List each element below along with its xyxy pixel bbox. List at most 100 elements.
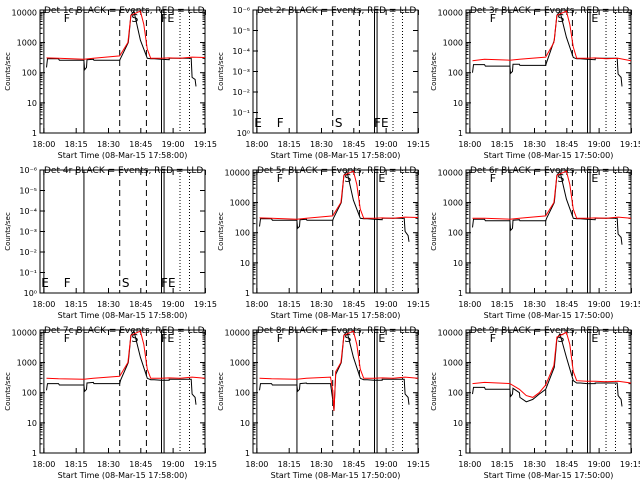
y-tick-label: 1000 — [443, 199, 463, 208]
y-tick-label: 100 — [448, 229, 463, 238]
panel-title: Det 9r BLACK = Events, RED = LLD — [470, 326, 629, 336]
y-tick-label: 10000 — [438, 328, 463, 337]
y-tick-label: 10000 — [225, 168, 250, 177]
x-tick-label: 19:00 — [588, 300, 611, 309]
x-tick-label: 18:30 — [97, 300, 120, 309]
segment-marker: F — [277, 172, 283, 185]
x-tick-label: 19:15 — [407, 300, 430, 309]
x-tick-label: 18:15 — [278, 140, 301, 149]
x-tick-label: 18:15 — [65, 300, 88, 309]
panel-title: Det 5r BLACK = Events, RED = LLD — [257, 166, 416, 176]
x-tick-label: 18:15 — [491, 140, 514, 149]
y-tick-label: 10000 — [12, 328, 37, 337]
segment-marker: S — [344, 172, 351, 185]
y-tick-label: 10⁻² — [19, 248, 37, 257]
y-tick-label: 1 — [245, 449, 250, 458]
panel-det-5: Det 5r BLACK = Events, RED = LLD Counts/s… — [217, 166, 430, 320]
x-tick-label: 18:45 — [555, 300, 578, 309]
y-tick-label: 1000 — [443, 359, 463, 368]
y-tick-label: 10⁻⁴ — [232, 47, 250, 56]
segment-marker: E — [378, 172, 385, 185]
panel-det-8: Det 8r BLACK = Events, RED = LLD Counts/s… — [217, 326, 430, 480]
y-tick-label: 1 — [245, 289, 250, 298]
y-axis-label: Counts/sec — [430, 212, 438, 251]
y-tick-label: 10⁻⁵ — [232, 27, 250, 36]
y-tick-label: 10 — [240, 419, 250, 428]
y-tick-label: 10⁻¹ — [19, 269, 37, 278]
events-series-line — [472, 332, 623, 407]
x-tick-label: 18:45 — [129, 460, 152, 469]
x-tick-label: 18:30 — [97, 460, 120, 469]
x-tick-label: 18:45 — [342, 140, 365, 149]
y-tick-label: 1000 — [17, 359, 37, 368]
segment-marker: FE — [161, 12, 174, 25]
y-tick-label: 10000 — [438, 168, 463, 177]
y-tick-label: 1000 — [230, 359, 250, 368]
x-tick-label: 18:15 — [278, 300, 301, 309]
y-tick-label: 10⁰ — [237, 129, 250, 138]
panel-title: Det 7c BLACK = Events, RED = LLD — [44, 326, 205, 336]
plot-frame — [252, 329, 419, 454]
y-tick-label: 10⁻⁵ — [19, 187, 37, 196]
y-tick-label: 100 — [235, 389, 250, 398]
lld-series-line — [46, 330, 206, 380]
x-tick-label: 19:15 — [620, 140, 640, 149]
x-tick-label: 19:15 — [407, 460, 430, 469]
x-tick-label: 19:15 — [194, 300, 217, 309]
x-tick-label: 19:00 — [588, 460, 611, 469]
y-tick-label: 10⁻⁴ — [19, 207, 37, 216]
y-tick-label: 100 — [448, 69, 463, 78]
x-axis-label: Start Time (08-Mar-15 17:58:00) — [58, 311, 188, 320]
lld-series-line — [259, 330, 419, 411]
x-tick-label: 18:00 — [245, 460, 268, 469]
y-tick-label: 10000 — [12, 8, 37, 17]
y-tick-label: 1 — [458, 449, 463, 458]
y-tick-label: 1 — [458, 289, 463, 298]
segment-marker: S — [557, 172, 564, 185]
y-tick-label: 10⁻⁶ — [19, 166, 37, 175]
x-tick-label: 18:00 — [245, 300, 268, 309]
x-tick-label: 19:00 — [588, 140, 611, 149]
x-tick-label: 19:00 — [375, 140, 398, 149]
panel-title: Det 1c BLACK = Events, RED = LLD — [44, 6, 205, 16]
y-tick-label: 100 — [22, 69, 37, 78]
x-tick-label: 18:30 — [523, 140, 546, 149]
y-axis-label: Counts/sec — [217, 52, 225, 91]
y-tick-label: 1000 — [17, 39, 37, 48]
segment-marker: S — [131, 12, 138, 25]
panel-title: Det 2r BLACK = Events, RED = LLD — [257, 6, 416, 16]
x-tick-label: 18:45 — [342, 460, 365, 469]
x-axis-label: Start Time (08-Mar-15 17:58:00) — [58, 151, 188, 160]
x-tick-label: 18:00 — [458, 140, 481, 149]
plot-frame — [465, 9, 632, 134]
x-tick-label: 18:00 — [245, 140, 268, 149]
x-tick-label: 19:15 — [194, 140, 217, 149]
y-tick-label: 10⁰ — [24, 289, 37, 298]
plot-frame — [465, 169, 632, 294]
y-axis-label: Counts/sec — [4, 372, 12, 411]
panel-title: Det 6r BLACK = Events, RED = LLD — [470, 166, 629, 176]
x-tick-label: 18:45 — [129, 300, 152, 309]
y-tick-label: 100 — [22, 389, 37, 398]
panel-det-6: Det 6r BLACK = Events, RED = LLD Counts/s… — [430, 166, 640, 320]
plot-frame — [39, 329, 206, 454]
segment-marker: S — [335, 116, 343, 130]
x-tick-label: 19:00 — [162, 140, 185, 149]
segment-marker: FE — [161, 276, 175, 290]
segment-marker: F — [64, 332, 70, 345]
x-tick-label: 18:45 — [129, 140, 152, 149]
segment-marker: FE — [161, 332, 174, 345]
x-axis-label: Start Time (08-Mar-15 17:58:00) — [271, 151, 401, 160]
y-tick-label: 10 — [453, 259, 463, 268]
x-tick-label: 19:15 — [194, 460, 217, 469]
x-tick-label: 18:15 — [65, 460, 88, 469]
x-tick-label: 18:00 — [32, 140, 55, 149]
x-tick-label: 18:30 — [523, 460, 546, 469]
x-tick-label: 18:00 — [32, 300, 55, 309]
x-tick-label: 19:15 — [407, 140, 430, 149]
x-tick-label: 19:00 — [375, 300, 398, 309]
segment-marker: E — [41, 276, 49, 290]
segment-marker: S — [344, 332, 351, 345]
x-tick-label: 19:00 — [162, 460, 185, 469]
